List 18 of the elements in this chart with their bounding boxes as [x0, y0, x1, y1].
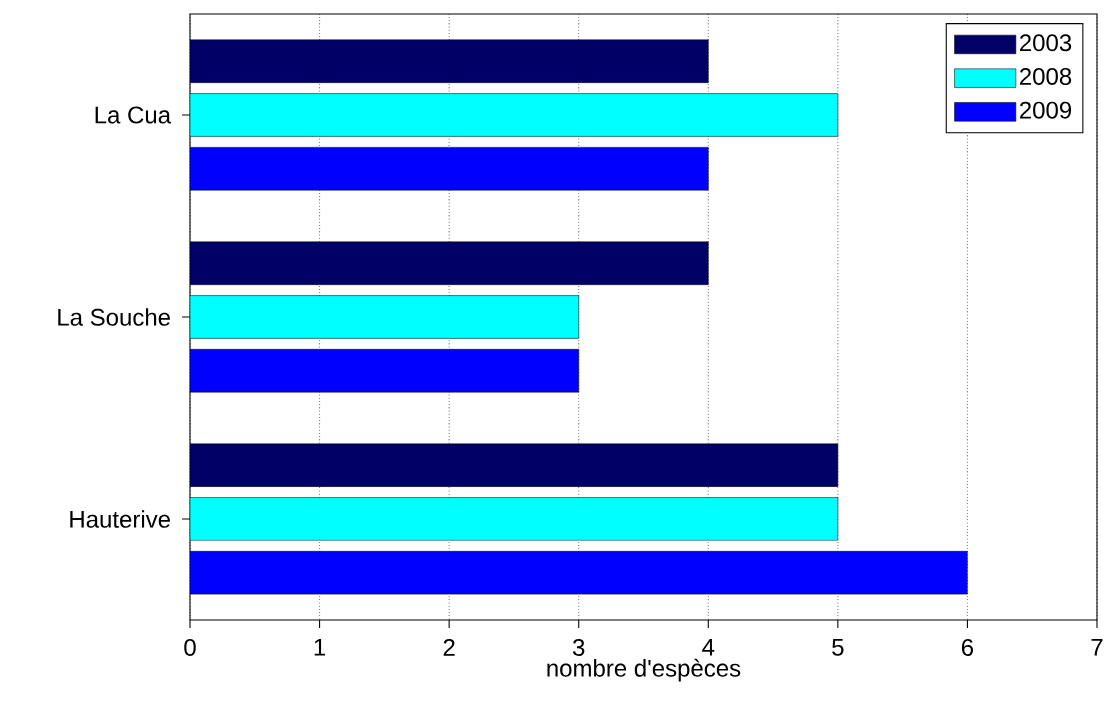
x-tick-label: 4 [702, 638, 715, 656]
legend-label: 2003 [1020, 34, 1072, 52]
x-tick-label: 3 [572, 638, 585, 656]
x-tick-label: 7 [1091, 638, 1103, 656]
x-axis-title: nombre d'espèces [547, 658, 741, 682]
bar [190, 349, 579, 393]
legend-label: 2009 [1020, 101, 1072, 119]
x-tick-label: 1 [314, 638, 326, 656]
x-tick-label: 5 [832, 638, 844, 656]
bar [190, 551, 968, 595]
y-tick-label: La Souche [58, 308, 170, 326]
legend-label: 2008 [1020, 67, 1072, 85]
bar [190, 147, 709, 191]
x-tick-label: 2 [443, 638, 455, 656]
x-tick-label: 6 [961, 638, 974, 656]
x-tick-label: 0 [184, 638, 196, 656]
y-tick-label: La Cua [95, 106, 172, 124]
y-tick-label: Hauterive [70, 510, 170, 528]
